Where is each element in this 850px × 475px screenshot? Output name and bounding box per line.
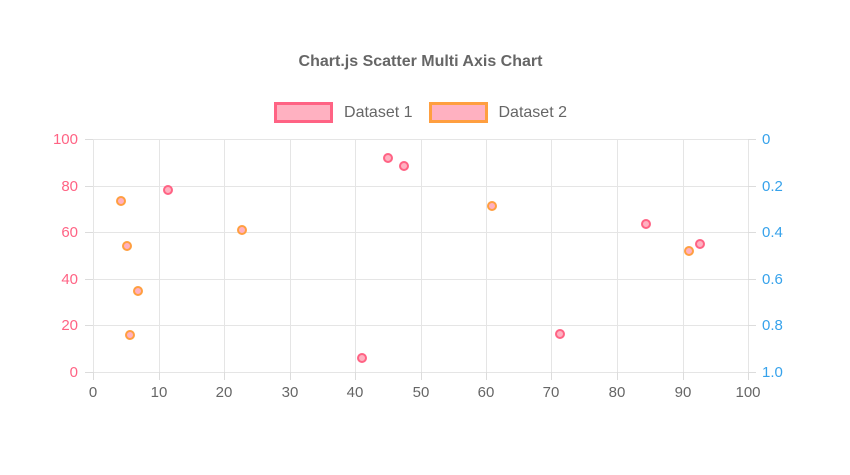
y-right-tick-label: 0.8 xyxy=(762,317,783,334)
y-left-tick-label: 40 xyxy=(61,271,78,288)
x-tick-label: 20 xyxy=(215,384,233,401)
tick-mark xyxy=(224,372,225,380)
tick-mark xyxy=(85,279,93,280)
x-tick-label: 80 xyxy=(608,384,626,401)
scatter-point-dataset-1[interactable] xyxy=(399,160,410,171)
scatter-point-dataset-1[interactable] xyxy=(695,238,706,249)
gridline xyxy=(93,232,748,233)
x-tick-label: 30 xyxy=(281,384,299,401)
tick-mark xyxy=(85,372,93,373)
legend: Dataset 1 Dataset 2 xyxy=(0,102,841,123)
legend-item-dataset-1[interactable]: Dataset 1 xyxy=(274,102,413,123)
x-tick-label: 0 xyxy=(88,384,98,401)
gridline xyxy=(224,139,225,372)
scatter-point-dataset-2[interactable] xyxy=(122,241,133,252)
y-left-tick-label: 60 xyxy=(61,224,78,241)
legend-swatch-icon xyxy=(428,102,488,123)
x-tick-label: 50 xyxy=(412,384,430,401)
gridline xyxy=(290,139,291,372)
tick-mark xyxy=(85,232,93,233)
gridline xyxy=(93,372,748,373)
scatter-point-dataset-2[interactable] xyxy=(684,245,695,256)
tick-mark xyxy=(683,372,684,380)
scatter-point-dataset-2[interactable] xyxy=(116,195,127,206)
tick-mark xyxy=(93,372,94,380)
plot-area xyxy=(93,139,749,373)
tick-mark xyxy=(355,372,356,380)
chart-title: Chart.js Scatter Multi Axis Chart xyxy=(298,53,543,70)
tick-mark xyxy=(486,372,487,380)
x-tick-label: 70 xyxy=(542,384,560,401)
tick-mark xyxy=(290,372,291,380)
scatter-point-dataset-2[interactable] xyxy=(236,224,247,235)
y-right-tick-label: 0 xyxy=(762,131,771,148)
tick-mark xyxy=(748,372,756,373)
legend-swatch-icon xyxy=(274,102,334,123)
tick-mark xyxy=(85,325,93,326)
gridline xyxy=(421,139,422,372)
gridline xyxy=(93,139,748,140)
x-tick-label: 100 xyxy=(735,384,761,401)
gridline xyxy=(551,139,552,372)
gridline xyxy=(93,139,94,372)
scatter-point-dataset-1[interactable] xyxy=(640,219,651,229)
y-left-tick-label: 100 xyxy=(52,131,78,148)
gridline xyxy=(748,139,749,372)
scatter-point-dataset-2[interactable] xyxy=(486,200,497,211)
gridline xyxy=(159,139,160,372)
y-right-tick-label: 1.0 xyxy=(762,364,783,381)
x-tick-label: 10 xyxy=(150,384,168,401)
tick-mark xyxy=(159,372,160,380)
x-tick-label: 90 xyxy=(674,384,692,401)
x-tick-label: 60 xyxy=(477,384,495,401)
tick-mark xyxy=(748,139,756,140)
gridline xyxy=(93,186,748,187)
legend-label: Dataset 2 xyxy=(498,103,567,121)
gridline xyxy=(486,139,487,372)
y-left-tick-label: 80 xyxy=(61,178,78,195)
tick-mark xyxy=(421,372,422,380)
y-right-tick-label: 0.2 xyxy=(762,178,783,195)
scatter-point-dataset-2[interactable] xyxy=(125,329,136,340)
y-left-tick-label: 20 xyxy=(61,317,78,334)
tick-mark xyxy=(748,372,749,380)
legend-item-dataset-2[interactable]: Dataset 2 xyxy=(428,102,567,123)
tick-mark xyxy=(748,325,756,326)
gridline xyxy=(93,325,748,326)
tick-mark xyxy=(748,279,756,280)
tick-mark xyxy=(617,372,618,380)
y-right-tick-label: 0.4 xyxy=(762,224,783,241)
x-tick-label: 40 xyxy=(346,384,364,401)
scatter-point-dataset-1[interactable] xyxy=(163,185,174,196)
tick-mark xyxy=(85,186,93,187)
y-left-tick-label: 0 xyxy=(69,364,78,381)
tick-mark xyxy=(748,186,756,187)
tick-mark xyxy=(551,372,552,380)
gridline xyxy=(617,139,618,372)
gridline xyxy=(683,139,684,372)
y-right-tick-label: 0.6 xyxy=(762,271,783,288)
gridline xyxy=(93,279,748,280)
gridline xyxy=(355,139,356,372)
tick-mark xyxy=(748,232,756,233)
scatter-point-dataset-1[interactable] xyxy=(382,152,393,163)
scatter-point-dataset-2[interactable] xyxy=(132,285,143,296)
legend-label: Dataset 1 xyxy=(344,103,413,121)
scatter-point-dataset-1[interactable] xyxy=(555,328,565,339)
tick-mark xyxy=(85,139,93,140)
scatter-point-dataset-1[interactable] xyxy=(356,353,367,363)
